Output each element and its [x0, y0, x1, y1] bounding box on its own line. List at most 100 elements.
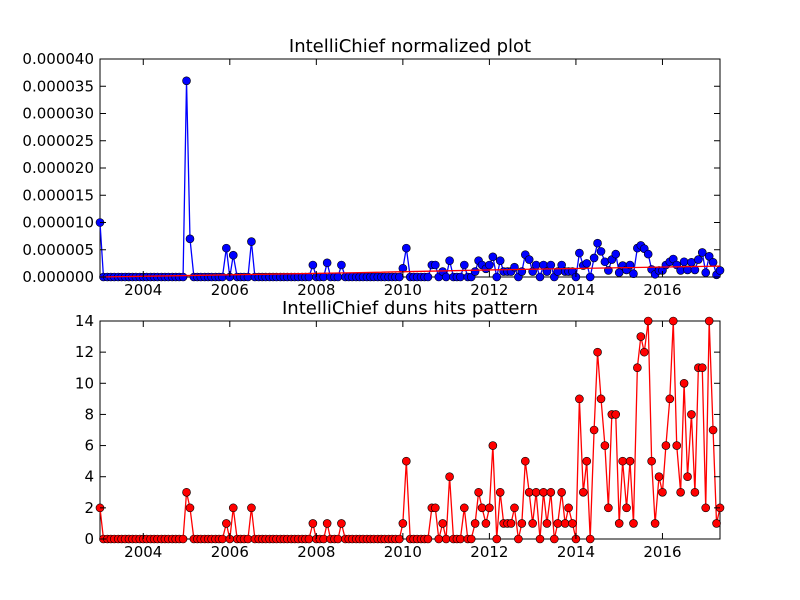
- data-point: [549, 534, 559, 544]
- data-point: [560, 519, 570, 528]
- data-point: [679, 378, 689, 388]
- data-point: [600, 441, 610, 450]
- data-point: [222, 243, 231, 253]
- data-point: [185, 503, 195, 513]
- data-point: [423, 534, 433, 544]
- data-point: [704, 251, 714, 261]
- y-tick-label: 0.000005: [22, 241, 94, 259]
- data-point: [459, 260, 469, 270]
- data-point: [517, 519, 527, 528]
- y-tick-label: 8: [84, 405, 94, 423]
- y-tick-label: 4: [84, 468, 94, 486]
- y-tick-label: 10: [75, 374, 94, 392]
- data-point: [633, 363, 642, 373]
- x-tick-label: 2010: [384, 281, 422, 299]
- data-point: [589, 253, 599, 263]
- data-point: [398, 519, 408, 528]
- x-tick-label: 2012: [470, 281, 508, 299]
- data-point: [308, 519, 318, 528]
- y-tick-label: 12: [75, 343, 94, 361]
- data-point: [568, 519, 577, 528]
- data-point: [596, 394, 606, 404]
- data-point: [308, 260, 318, 270]
- y-tick-label: 2: [84, 499, 94, 517]
- x-tick-label: 2014: [557, 543, 595, 561]
- data-point: [510, 503, 519, 513]
- data-point: [611, 249, 621, 259]
- axes-frame: [99, 58, 721, 278]
- data-point: [531, 487, 541, 497]
- data-point: [593, 238, 602, 248]
- data-point: [481, 519, 491, 528]
- series-line: [99, 265, 721, 278]
- data-point: [585, 534, 595, 544]
- data-point: [690, 487, 700, 497]
- x-tick-label: 2008: [297, 281, 335, 299]
- data-point: [585, 272, 595, 282]
- series-1: [99, 265, 721, 278]
- x-tick-label: 2004: [124, 281, 162, 299]
- data-point: [636, 332, 646, 341]
- data-point: [178, 534, 188, 544]
- data-point: [539, 487, 548, 497]
- data-point: [687, 410, 696, 419]
- data-point: [218, 534, 227, 544]
- data-point: [643, 249, 653, 259]
- y-tick-label: 0.000035: [22, 77, 94, 95]
- data-point: [611, 410, 621, 419]
- data-point: [528, 519, 537, 528]
- data-point: [589, 425, 599, 435]
- data-point: [531, 260, 541, 270]
- data-point: [459, 503, 469, 513]
- data-point: [708, 425, 718, 435]
- data-point: [629, 519, 638, 528]
- data-point: [697, 363, 707, 373]
- data-point: [679, 257, 689, 267]
- data-point: [614, 519, 624, 528]
- data-point: [492, 272, 502, 282]
- data-point: [337, 519, 346, 528]
- data-point: [575, 248, 584, 258]
- data-point: [395, 272, 404, 282]
- data-point: [434, 534, 444, 544]
- data-point: [697, 248, 707, 257]
- data-point: [604, 503, 613, 513]
- data-point: [715, 266, 725, 275]
- x-tick-label: 2008: [297, 543, 335, 561]
- data-point: [322, 258, 332, 268]
- data-point: [495, 256, 505, 265]
- data-point: [514, 534, 523, 544]
- data-point: [704, 316, 714, 326]
- y-tick-label: 0.000030: [22, 105, 94, 123]
- data-point: [643, 316, 653, 326]
- data-point: [701, 268, 711, 277]
- data-point: [445, 472, 454, 482]
- data-point: [614, 268, 624, 277]
- data-point: [701, 503, 711, 513]
- data-point: [712, 519, 721, 528]
- data-point: [582, 259, 592, 268]
- data-point: [247, 503, 256, 513]
- data-point: [492, 534, 502, 544]
- data-point: [222, 519, 231, 528]
- data-point: [708, 257, 718, 267]
- data-point: [546, 260, 556, 270]
- data-point: [402, 243, 411, 253]
- data-point: [676, 487, 685, 497]
- data-point: [456, 272, 465, 282]
- x-tick-label: 2016: [643, 543, 681, 561]
- data-point: [470, 519, 480, 528]
- y-tick-label: 0.000040: [22, 50, 94, 68]
- data-point: [557, 487, 566, 497]
- y-tick-label: 0: [84, 530, 94, 548]
- data-point: [639, 347, 649, 357]
- x-tick-label: 2016: [643, 281, 681, 299]
- x-tick-label: 2006: [211, 281, 249, 299]
- data-point: [546, 487, 556, 497]
- y-tick-label: 6: [84, 437, 94, 455]
- y-tick-label: 0.000015: [22, 186, 94, 204]
- data-point: [333, 272, 343, 282]
- data-point: [477, 503, 487, 513]
- data-point: [395, 534, 404, 544]
